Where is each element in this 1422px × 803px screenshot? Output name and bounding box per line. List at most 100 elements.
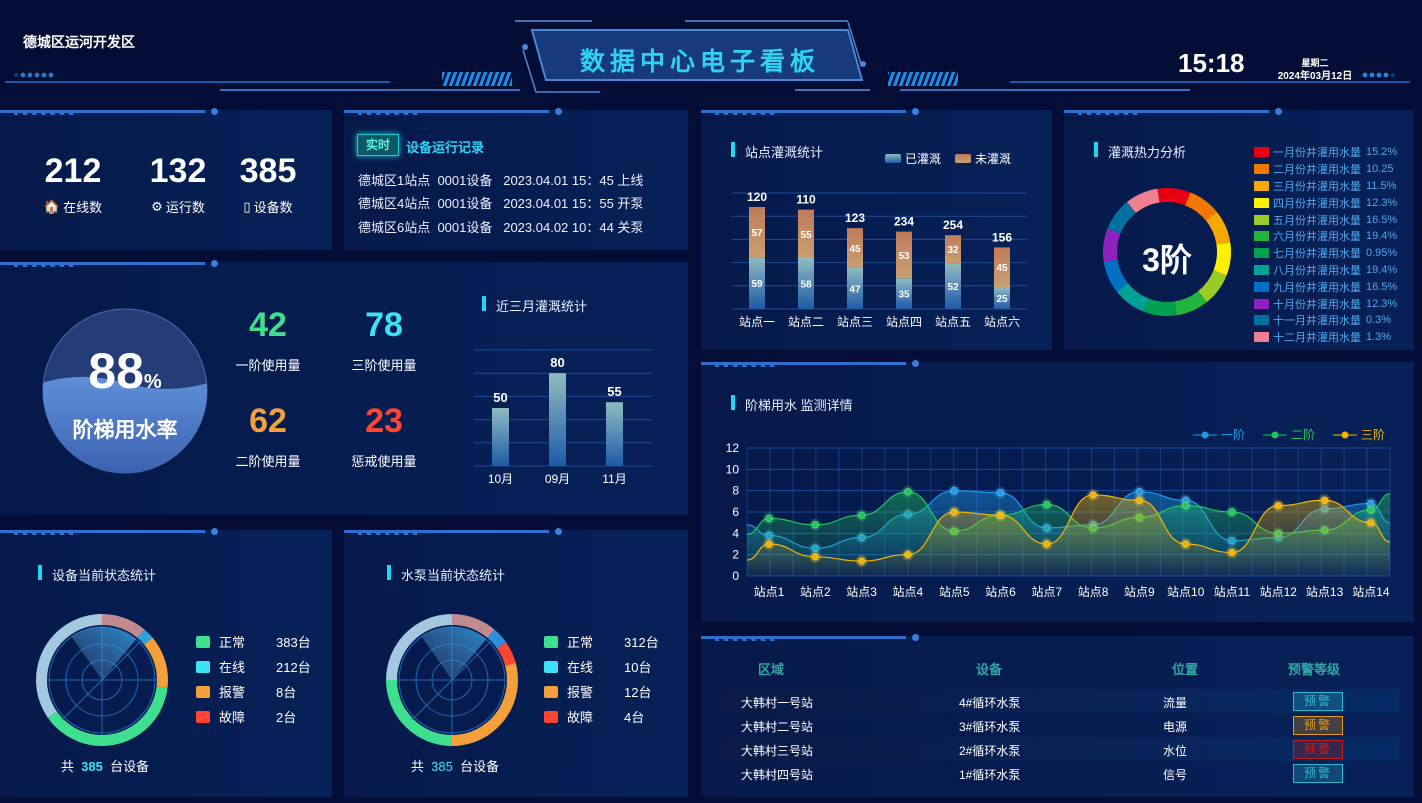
donut-slice bbox=[1174, 291, 1207, 316]
table-row: 大韩村一号站 4#循环水泵 流量 预警 bbox=[717, 689, 1399, 713]
table-row: 大韩村二号站 3#循环水泵 电源 预警 bbox=[717, 713, 1399, 737]
device-status-legend: 正常 383台 在线 212台 报警 8台 故障 2台 bbox=[196, 629, 326, 729]
usage-penalty: 23 惩戒使用量 bbox=[351, 402, 417, 469]
cell-position: 电源 bbox=[1163, 720, 1188, 734]
legend-item: 故障 4台 bbox=[544, 704, 674, 729]
data-point bbox=[1181, 501, 1190, 510]
cell-device: 1#循环水泵 bbox=[959, 768, 1021, 782]
legend-label: 在线 bbox=[567, 660, 594, 675]
cell-device: 2#循环水泵 bbox=[959, 744, 1021, 758]
pump-status-panel: 水泵当前状态统计 正常 312台 在线 10台 报警 12台 故障 4台 共 385 台设备 bbox=[344, 528, 688, 797]
usage-panel: 88% 阶梯用水率 42 一阶使用量 78 三阶使用量 62 二阶使用量 23 惩戒使用… bbox=[0, 260, 688, 515]
donut-slice bbox=[1103, 228, 1121, 262]
legend-value: 15.2% bbox=[1366, 146, 1398, 159]
segment-label: 57 bbox=[751, 228, 763, 239]
ring-segment bbox=[47, 686, 168, 746]
bar-segment-not-irrigated bbox=[994, 247, 1010, 288]
legend-item: 十二月井灌用水量 1.3% bbox=[1254, 329, 1397, 346]
bar-segment-irrigated bbox=[847, 267, 863, 309]
segment-label: 32 bbox=[947, 245, 959, 256]
pump-total: 共 385 台设备 bbox=[410, 759, 500, 774]
header-decoration bbox=[5, 20, 1410, 93]
bar bbox=[549, 373, 566, 466]
donut-slice bbox=[1185, 192, 1218, 221]
segment-label: 59 bbox=[751, 279, 763, 290]
donut-slice bbox=[1213, 242, 1231, 276]
donut-slice bbox=[1103, 259, 1128, 292]
bar bbox=[606, 402, 623, 466]
legend-value: 2台 bbox=[276, 710, 297, 725]
months-chart-title: 近三月灌溉统计 bbox=[482, 296, 587, 315]
legend-swatch bbox=[1254, 281, 1269, 292]
legend-label: 故障 bbox=[567, 710, 594, 725]
x-tick-label: 站点11 bbox=[1214, 585, 1251, 599]
segment-label: 47 bbox=[849, 284, 861, 295]
legend-swatch bbox=[1254, 180, 1269, 191]
x-tick-label: 站点三 bbox=[837, 315, 873, 329]
cell-area: 大韩村一号站 bbox=[741, 696, 814, 710]
bar bbox=[492, 408, 509, 466]
legend-value: 19.4% bbox=[1366, 230, 1398, 243]
ring-segment bbox=[386, 680, 452, 746]
legend-item: 故障 2台 bbox=[196, 704, 326, 729]
legend-item: 三月份井灌用水量 11.5% bbox=[1254, 178, 1397, 195]
legend-label: 报警 bbox=[219, 685, 246, 700]
y-tick-label: 12 bbox=[726, 441, 740, 455]
legend-label: 十月份井灌用水量 bbox=[1273, 298, 1361, 311]
x-tick-label: 站点9 bbox=[1124, 585, 1155, 599]
legend-swatch bbox=[196, 660, 210, 673]
cell-area: 大韩村二号站 bbox=[741, 720, 814, 734]
x-tick-label: 11月 bbox=[602, 472, 626, 486]
series-line bbox=[746, 494, 1391, 562]
realtime-badge: 实时 bbox=[357, 134, 399, 156]
legend-swatch bbox=[196, 710, 210, 723]
data-point bbox=[765, 514, 773, 523]
legend-swatch bbox=[1254, 231, 1269, 242]
records-title: 设备运行记录 bbox=[406, 140, 485, 155]
data-point bbox=[1135, 487, 1144, 496]
device-total: 共 385 台设备 bbox=[60, 759, 150, 774]
total-label: 156 bbox=[992, 230, 1012, 244]
data-point bbox=[1366, 505, 1375, 514]
legend-value: 383台 bbox=[276, 635, 311, 650]
segment-label: 52 bbox=[947, 282, 959, 293]
data-point bbox=[903, 487, 912, 496]
legend-value: 16.5% bbox=[1366, 213, 1398, 226]
bar-segment-irrigated bbox=[945, 263, 961, 309]
donut-slice bbox=[1107, 201, 1136, 234]
legend-label: 十二月井灌用水量 bbox=[1273, 332, 1361, 345]
monitor-title: 阶梯用水 监测详情 bbox=[731, 395, 853, 414]
legend-label: 故障 bbox=[219, 710, 246, 725]
legend-label: 二阶 bbox=[1291, 428, 1315, 442]
legend-label: 三月份井灌用水量 bbox=[1273, 180, 1361, 193]
usage-tier2: 62 二阶使用量 bbox=[235, 402, 301, 469]
segment-label: 58 bbox=[800, 280, 812, 291]
data-point bbox=[765, 540, 773, 548]
legend-swatch bbox=[1254, 264, 1269, 275]
data-point bbox=[1181, 540, 1190, 548]
legend-label: 正常 bbox=[567, 635, 594, 650]
weekday: 星期二 bbox=[1301, 58, 1329, 68]
cell-device: 3#循环水泵 bbox=[959, 720, 1021, 734]
col-area: 区域 bbox=[758, 662, 785, 677]
device-status-panel: 设备当前状态统计 正常 383台 在线 212台 报警 8台 故障 2台 共 385 台设备 bbox=[0, 528, 332, 797]
page-title: 数据中心电子看板 bbox=[579, 48, 820, 76]
x-tick-label: 站点8 bbox=[1078, 585, 1109, 599]
col-device: 设备 bbox=[976, 662, 1003, 677]
usage-tier1: 42 一阶使用量 bbox=[235, 306, 301, 373]
record-item: 德城区6站点 0001设备 2023.04.02 10：44 关泵 bbox=[358, 220, 644, 235]
bar-segment-irrigated bbox=[749, 257, 765, 309]
data-point bbox=[1042, 540, 1051, 548]
monitor-panel: 阶梯用水 监测详情 0 2 4 6 8 10 12 一阶 二阶 三阶 站点1 站点2 站点3 站点4 站点5… bbox=[701, 360, 1414, 622]
cell-area: 大韩村三号站 bbox=[741, 744, 814, 758]
ring-segment bbox=[35, 614, 102, 718]
legend-swatch bbox=[1254, 298, 1269, 309]
records-panel: 实时 设备运行记录 德城区1站点 0001设备 2023.04.01 15：45… bbox=[344, 108, 688, 250]
legend-label: 七月份井灌用水量 bbox=[1273, 248, 1361, 261]
donut-slice bbox=[1127, 188, 1160, 213]
clock-time: 15:18 bbox=[1178, 48, 1245, 78]
x-tick-label: 站点一 bbox=[739, 315, 775, 329]
ring-segment bbox=[144, 637, 168, 689]
x-tick-label: 10月 bbox=[488, 472, 513, 486]
device-status-title: 设备当前状态统计 bbox=[38, 565, 156, 584]
